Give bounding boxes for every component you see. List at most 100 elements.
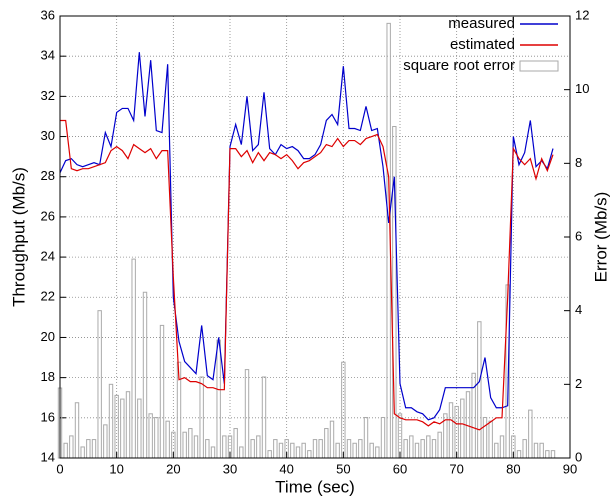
y-tick-label: 26 — [41, 208, 55, 223]
error-bar — [477, 321, 482, 459]
x-tick-label: 30 — [223, 461, 237, 476]
error-bar — [222, 435, 227, 459]
error-bar — [363, 416, 369, 459]
y2-tick-label: 12 — [575, 7, 589, 22]
error-bar — [86, 439, 91, 459]
error-bar — [301, 442, 306, 459]
error-bar — [256, 435, 261, 459]
error-bar — [318, 439, 323, 459]
x-tick-label: 50 — [336, 461, 350, 476]
legend-label: square root error — [403, 57, 515, 74]
error-bar — [499, 435, 505, 459]
error-bar — [273, 439, 278, 459]
error-bar — [97, 310, 102, 459]
error-bar — [216, 339, 221, 459]
error-bar — [188, 428, 193, 459]
x-tick-label: 80 — [506, 461, 520, 476]
error-bar — [369, 442, 374, 459]
y-tick-label: 34 — [41, 48, 55, 63]
error-bar — [494, 442, 499, 459]
error-bar — [403, 439, 408, 459]
error-bar — [312, 439, 318, 459]
error-bar — [120, 398, 125, 459]
error-bar — [522, 439, 527, 459]
error-bar — [437, 431, 442, 459]
x-tick-label: 10 — [109, 461, 123, 476]
error-bar — [426, 435, 431, 459]
error-bar — [545, 450, 550, 459]
y-tick-label: 32 — [41, 88, 55, 103]
error-bar — [210, 446, 216, 459]
y2-tick-label: 0 — [575, 449, 582, 464]
error-bar — [250, 439, 255, 459]
y-tick-label: 16 — [41, 409, 55, 424]
y2-tick-label: 4 — [575, 302, 582, 317]
error-bar — [159, 324, 165, 459]
error-bar — [533, 442, 539, 459]
error-bar — [488, 420, 493, 459]
legend-label: measured — [448, 15, 515, 32]
error-bar — [352, 442, 357, 459]
error-bar — [108, 383, 114, 459]
error-bar — [335, 442, 340, 459]
x-tick-label: 20 — [166, 461, 180, 476]
x-axis-title: Time (sec) — [275, 477, 355, 496]
y2-axis-title: Error (Mb/s) — [591, 192, 610, 283]
error-bar — [63, 442, 68, 459]
error-bar — [431, 439, 437, 459]
y-tick-label: 36 — [41, 7, 55, 22]
y2-tick-label: 10 — [575, 81, 589, 96]
error-bar — [290, 442, 295, 459]
y-axis-title: Throughput (Mb/s) — [9, 167, 28, 307]
error-bar — [154, 416, 159, 459]
y2-tick-label: 8 — [575, 155, 582, 170]
error-bar — [80, 446, 85, 459]
error-bar — [375, 446, 380, 459]
y-tick-label: 28 — [41, 168, 55, 183]
x-tick-label: 70 — [449, 461, 463, 476]
x-tick-label: 90 — [563, 461, 577, 476]
error-bar — [516, 450, 522, 459]
error-bar — [125, 391, 131, 459]
error-bar — [137, 398, 142, 459]
y-tick-label: 24 — [41, 249, 55, 264]
error-bar — [193, 435, 199, 459]
y-tick-label: 18 — [41, 369, 55, 384]
y2-tick-label: 2 — [575, 376, 582, 391]
y-tick-label: 14 — [41, 449, 55, 464]
y2-tick-label: 6 — [575, 228, 582, 243]
error-bar — [550, 450, 556, 459]
x-tick-label: 60 — [393, 461, 407, 476]
error-bar — [329, 420, 335, 459]
y-tick-label: 20 — [41, 329, 55, 344]
error-bar — [295, 446, 301, 459]
error-bar — [278, 442, 284, 459]
error-bar — [267, 450, 272, 459]
error-bar — [482, 416, 488, 459]
y-tick-label: 22 — [41, 289, 55, 304]
error-bar — [205, 439, 210, 459]
error-bar — [324, 428, 329, 459]
error-bar — [380, 416, 386, 459]
error-bar — [346, 439, 352, 459]
error-bar — [165, 420, 170, 459]
error-bar — [131, 258, 136, 459]
error-bar — [528, 409, 533, 459]
legend-swatch — [519, 60, 559, 72]
error-bar — [420, 439, 425, 459]
error-bar — [148, 413, 153, 459]
plot-border — [59, 15, 571, 459]
legend-label: estimated — [450, 36, 515, 53]
error-bar — [448, 402, 454, 459]
error-bar — [244, 369, 250, 459]
error-bar — [414, 442, 420, 459]
x-tick-label: 0 — [56, 461, 63, 476]
error-bar — [239, 446, 244, 459]
error-bar — [307, 450, 312, 459]
error-bar — [69, 435, 74, 459]
error-bar — [233, 428, 238, 459]
error-bar — [409, 435, 414, 459]
error-bar — [358, 439, 363, 459]
line — [60, 119, 554, 431]
